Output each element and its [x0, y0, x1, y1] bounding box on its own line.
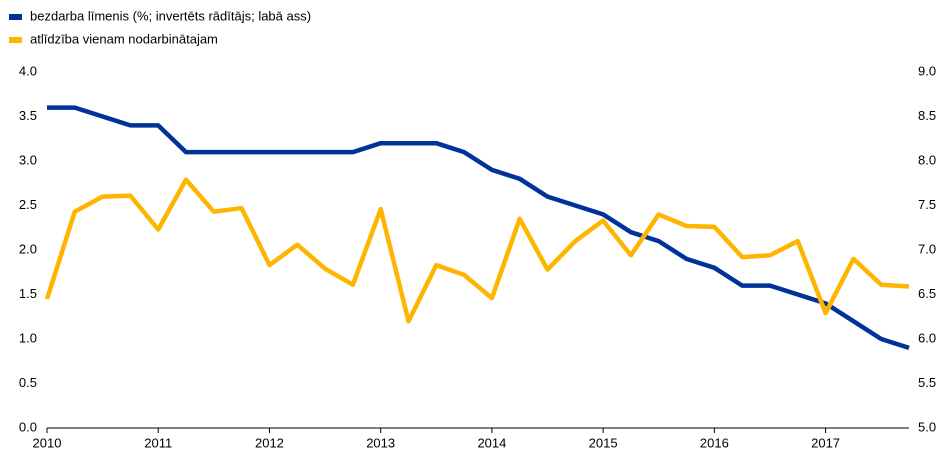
y-tick-label: 0.5 — [19, 375, 37, 390]
y2-tick-label: 7.5 — [918, 197, 936, 212]
y2-tick-label: 5.5 — [918, 375, 936, 390]
y-tick-label: 3.5 — [19, 108, 37, 123]
x-tick-label: 2014 — [477, 435, 506, 450]
y-tick-label: 0.0 — [19, 419, 37, 434]
legend-label: atlīdzība vienam nodarbinātajam — [30, 31, 218, 46]
y-tick-label: 4.0 — [19, 63, 37, 78]
y2-tick-label: 9.0 — [918, 63, 936, 78]
legend-label: bezdarba līmenis (%; invertēts rādītājs;… — [30, 8, 311, 23]
x-tick-label: 2016 — [700, 435, 729, 450]
series-line — [47, 105, 910, 351]
x-tick-label: 2010 — [33, 435, 62, 450]
y2-tick-label: 8.5 — [918, 108, 936, 123]
y2-tick-label: 7.0 — [918, 241, 936, 256]
legend-swatch — [9, 14, 22, 20]
x-tick-label: 2017 — [811, 435, 840, 450]
series-line — [44, 177, 910, 324]
y-tick-label: 1.0 — [19, 330, 37, 345]
x-tick-label: 2012 — [255, 435, 284, 450]
y-tick-label: 2.5 — [19, 197, 37, 212]
y-tick-label: 3.0 — [19, 152, 37, 167]
y-tick-label: 1.5 — [19, 286, 37, 301]
x-tick-label: 2015 — [589, 435, 618, 450]
y2-tick-label: 6.0 — [918, 330, 936, 345]
x-tick-label: 2011 — [144, 435, 172, 450]
y2-tick-label: 5.0 — [918, 419, 936, 434]
legend-swatch — [9, 37, 22, 43]
x-tick-label: 2013 — [366, 435, 395, 450]
y2-tick-label: 6.5 — [918, 286, 936, 301]
y2-tick-label: 8.0 — [918, 152, 936, 167]
y-tick-label: 2.0 — [19, 241, 37, 256]
